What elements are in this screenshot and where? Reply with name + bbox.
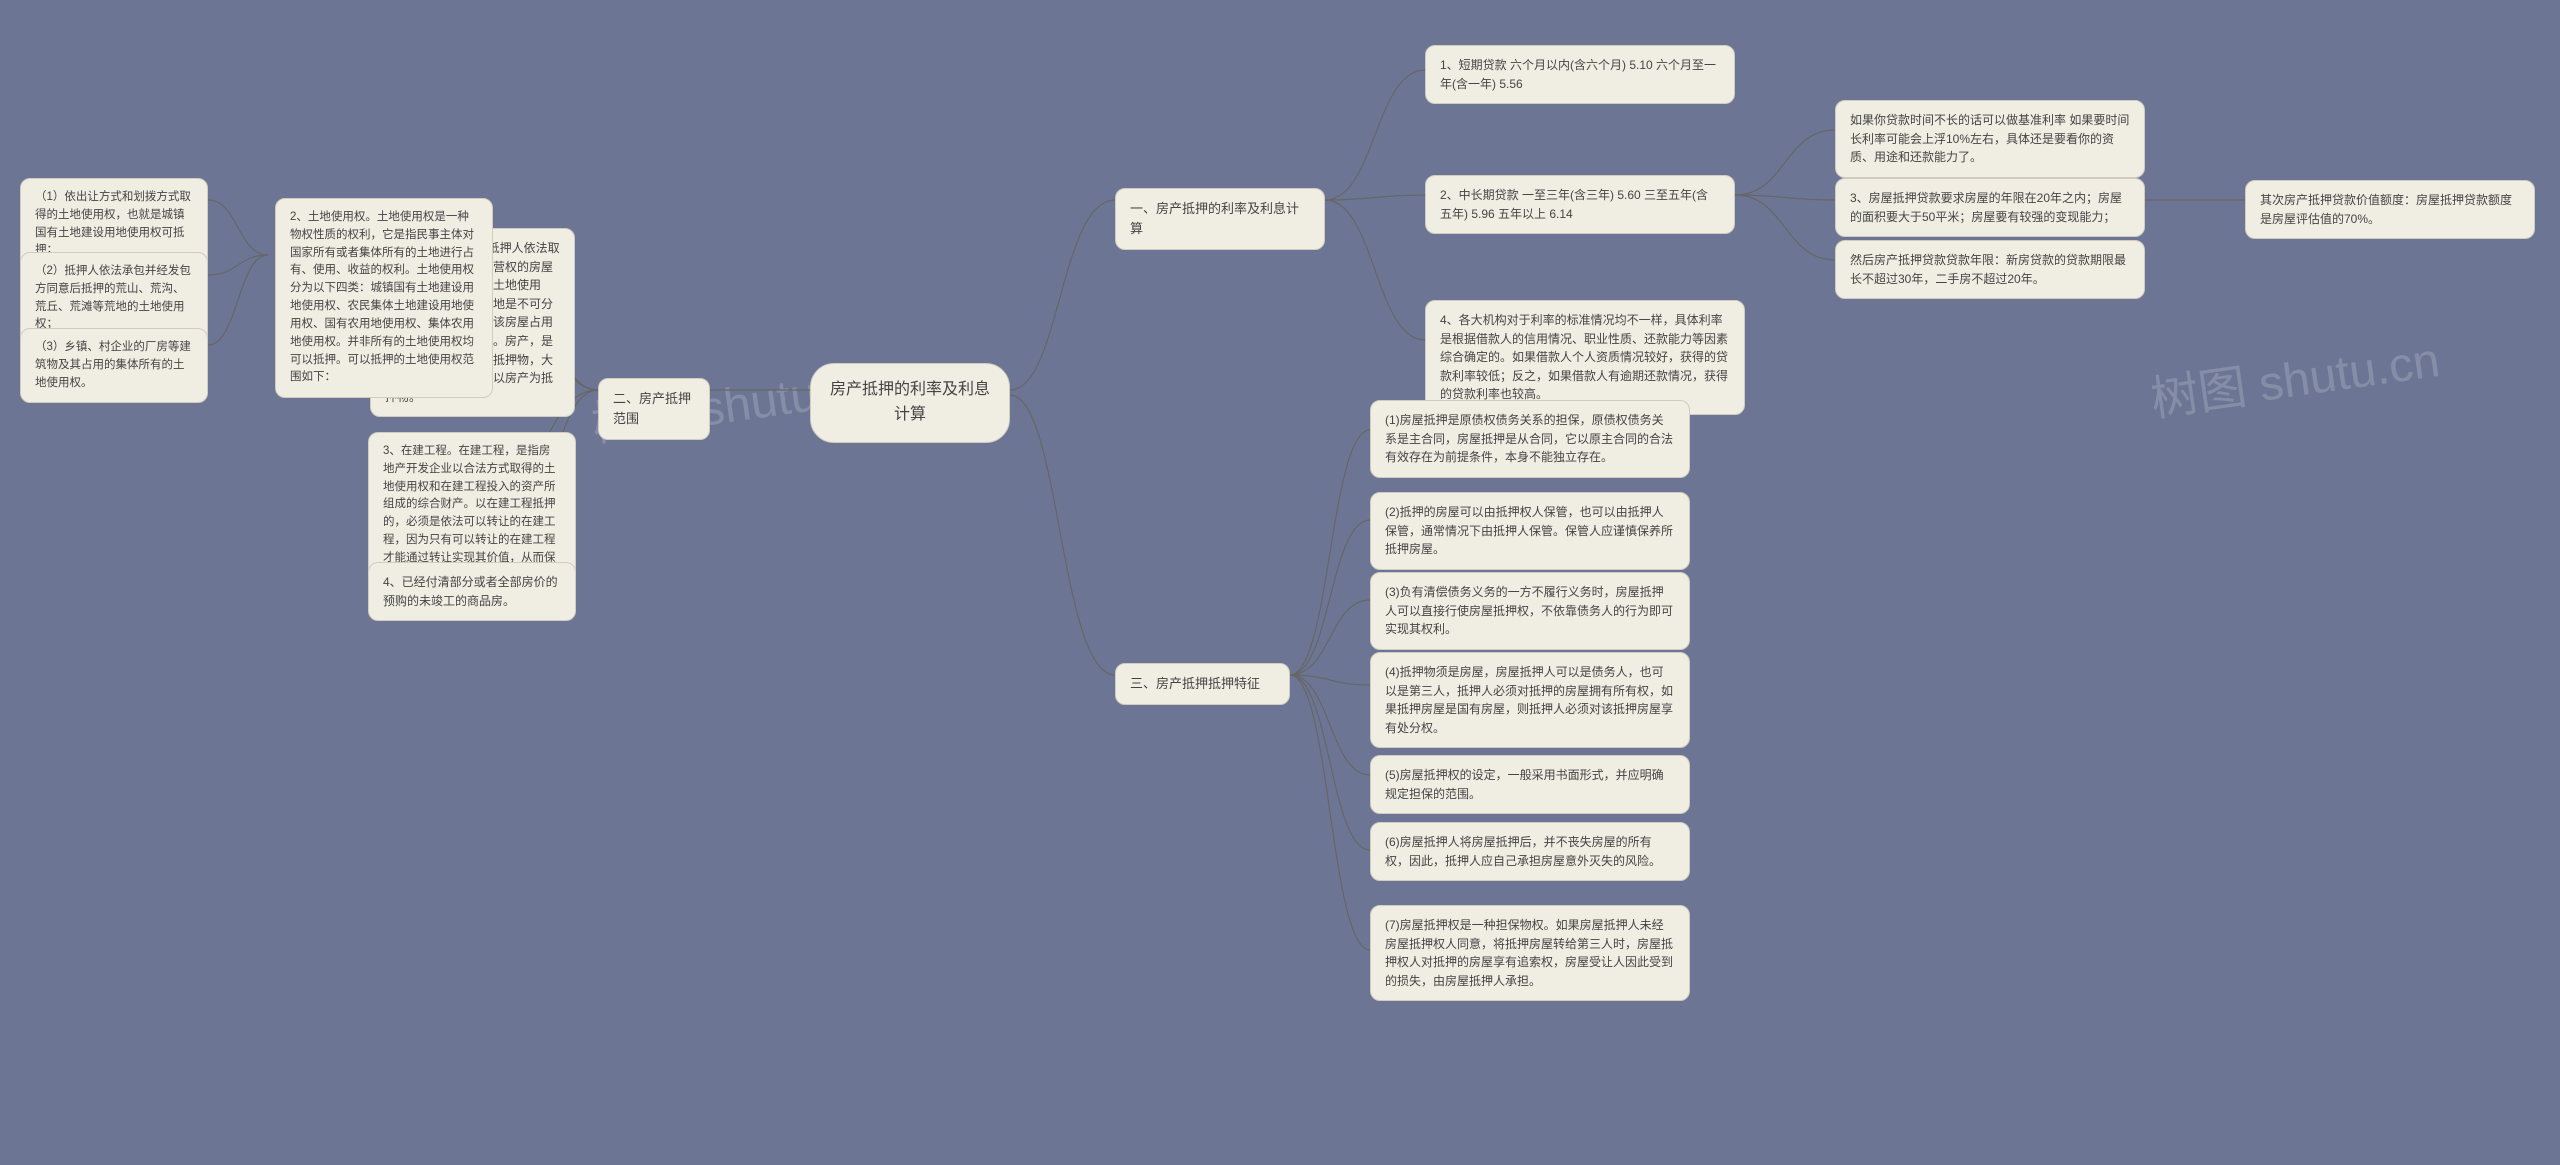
branch2-n2c[interactable]: （3）乡镇、村企业的厂房等建筑物及其占用的集体所有的土地使用权。 <box>20 328 208 403</box>
branch1-n2b[interactable]: 3、房屋抵押贷款要求房屋的年限在20年之内；房屋的面积要大于50平米；房屋要有较… <box>1835 178 2145 237</box>
branch1-n2[interactable]: 2、中长期贷款 一至三年(含三年) 5.60 三至五年(含五年) 5.96 五年… <box>1425 175 1735 234</box>
branch1-n2c[interactable]: 然后房产抵押贷款贷款年限：新房贷款的贷款期限最长不超过30年，二手房不超过20年… <box>1835 240 2145 299</box>
branch1-n4[interactable]: 4、各大机构对于利率的标准情况均不一样，具体利率是根据借款人的信用情况、职业性质… <box>1425 300 1745 415</box>
branch3-n3[interactable]: (3)负有清偿债务义务的一方不履行义务时，房屋抵押人可以直接行使房屋抵押权，不依… <box>1370 572 1690 650</box>
branch3-n5[interactable]: (5)房屋抵押权的设定，一般采用书面形式，并应明确规定担保的范围。 <box>1370 755 1690 814</box>
branch3-n7[interactable]: (7)房屋抵押权是一种担保物权。如果房屋抵押人未经房屋抵押权人同意，将抵押房屋转… <box>1370 905 1690 1001</box>
branch1-title[interactable]: 一、房产抵押的利率及利息计算 <box>1115 188 1325 250</box>
branch1-n2b1[interactable]: 其次房产抵押贷款价值额度：房屋抵押贷款额度是房屋评估值的70%。 <box>2245 180 2535 239</box>
root-node[interactable]: 房产抵押的利率及利息计算 <box>810 363 1010 443</box>
branch3-title[interactable]: 三、房产抵押抵押特征 <box>1115 663 1290 705</box>
branch1-n2a[interactable]: 如果你贷款时间不长的话可以做基准利率 如果要时间长利率可能会上浮10%左右，具体… <box>1835 100 2145 178</box>
branch3-n2[interactable]: (2)抵押的房屋可以由抵押权人保管，也可以由抵押人保管，通常情况下由抵押人保管。… <box>1370 492 1690 570</box>
branch2-title[interactable]: 二、房产抵押范围 <box>598 378 710 440</box>
branch2-n4[interactable]: 4、已经付清部分或者全部房价的预购的未竣工的商品房。 <box>368 562 576 621</box>
watermark: 树图 shutu.cn <box>2146 320 2444 430</box>
branch3-n1[interactable]: (1)房屋抵押是原债权债务关系的担保，原债权债务关系是主合同，房屋抵押是从合同，… <box>1370 400 1690 478</box>
branch3-n6[interactable]: (6)房屋抵押人将房屋抵押后，并不丧失房屋的所有权，因此，抵押人应自己承担房屋意… <box>1370 822 1690 881</box>
branch2-n2[interactable]: 2、土地使用权。土地使用权是一种物权性质的权利，它是指民事主体对国家所有或者集体… <box>275 198 493 398</box>
branch1-n1[interactable]: 1、短期贷款 六个月以内(含六个月) 5.10 六个月至一年(含一年) 5.56 <box>1425 45 1735 104</box>
branch3-n4[interactable]: (4)抵押物须是房屋，房屋抵押人可以是债务人，也可以是第三人，抵押人必须对抵押的… <box>1370 652 1690 748</box>
